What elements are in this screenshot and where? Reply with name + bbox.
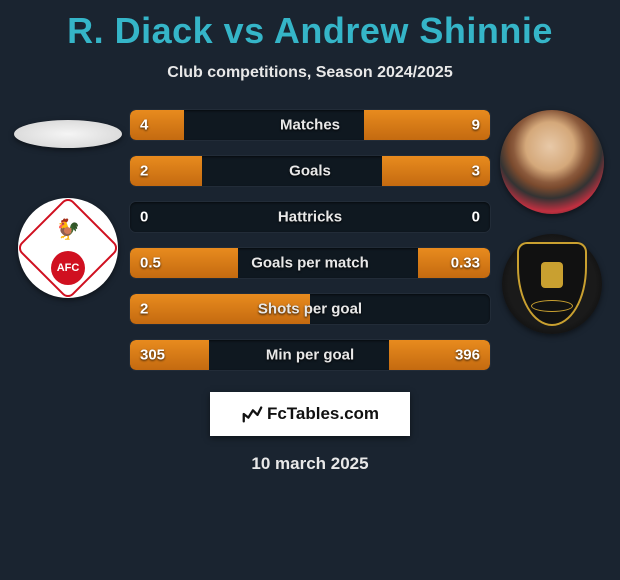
brand-badge: FcTables.com	[210, 392, 410, 436]
stat-value-right: 3	[472, 163, 480, 180]
stat-value-right: 9	[472, 117, 480, 134]
stat-fill-left	[130, 110, 184, 140]
stat-bar: 305 396 Min per goal	[130, 340, 490, 370]
player-right-club-badge	[502, 234, 602, 334]
stat-bar: 0.5 0.33 Goals per match	[130, 248, 490, 278]
brand-text: FcTables.com	[267, 404, 379, 424]
player-left-club-badge: 🐓 AFC	[18, 198, 118, 298]
fctables-logo-icon	[241, 403, 263, 425]
player-left-photo	[14, 120, 122, 148]
stat-bars: 4 9 Matches 2 3 Goals 0 0 Hattricks 0.5 0.33 Goals …	[130, 110, 490, 370]
player-right-photo	[500, 110, 604, 214]
stat-label: Shots per goal	[258, 301, 362, 318]
stat-value-left: 4	[140, 117, 148, 134]
stat-value-left: 2	[140, 163, 148, 180]
stat-bar: 2 3 Goals	[130, 156, 490, 186]
stat-value-left: 0	[140, 209, 148, 226]
stat-bar: 4 9 Matches	[130, 110, 490, 140]
stat-value-left: 305	[140, 347, 165, 364]
stat-value-right: 0.33	[451, 255, 480, 272]
stat-label: Min per goal	[266, 347, 354, 364]
comparison-panel: 🐓 AFC 4 9 Matches 2 3 Goals 0 0 Hattricks 0.5 0.33…	[0, 110, 620, 370]
stat-label: Hattricks	[278, 209, 342, 226]
rooster-icon: 🐓	[56, 217, 81, 242]
left-player-column: 🐓 AFC	[8, 110, 128, 298]
stat-value-left: 2	[140, 301, 148, 318]
stat-label: Goals	[289, 163, 331, 180]
stat-bar: 0 0 Hattricks	[130, 202, 490, 232]
club-abbr-label: AFC	[51, 251, 85, 285]
stat-value-left: 0.5	[140, 255, 161, 272]
date-label: 10 march 2025	[0, 454, 620, 474]
page-title: R. Diack vs Andrew Shinnie	[0, 0, 620, 52]
stat-value-right: 396	[455, 347, 480, 364]
subtitle: Club competitions, Season 2024/2025	[0, 64, 620, 82]
right-player-column	[492, 110, 612, 334]
stat-bar: 2 Shots per goal	[130, 294, 490, 324]
stat-label: Matches	[280, 117, 340, 134]
stat-label: Goals per match	[251, 255, 369, 272]
stat-value-right: 0	[472, 209, 480, 226]
